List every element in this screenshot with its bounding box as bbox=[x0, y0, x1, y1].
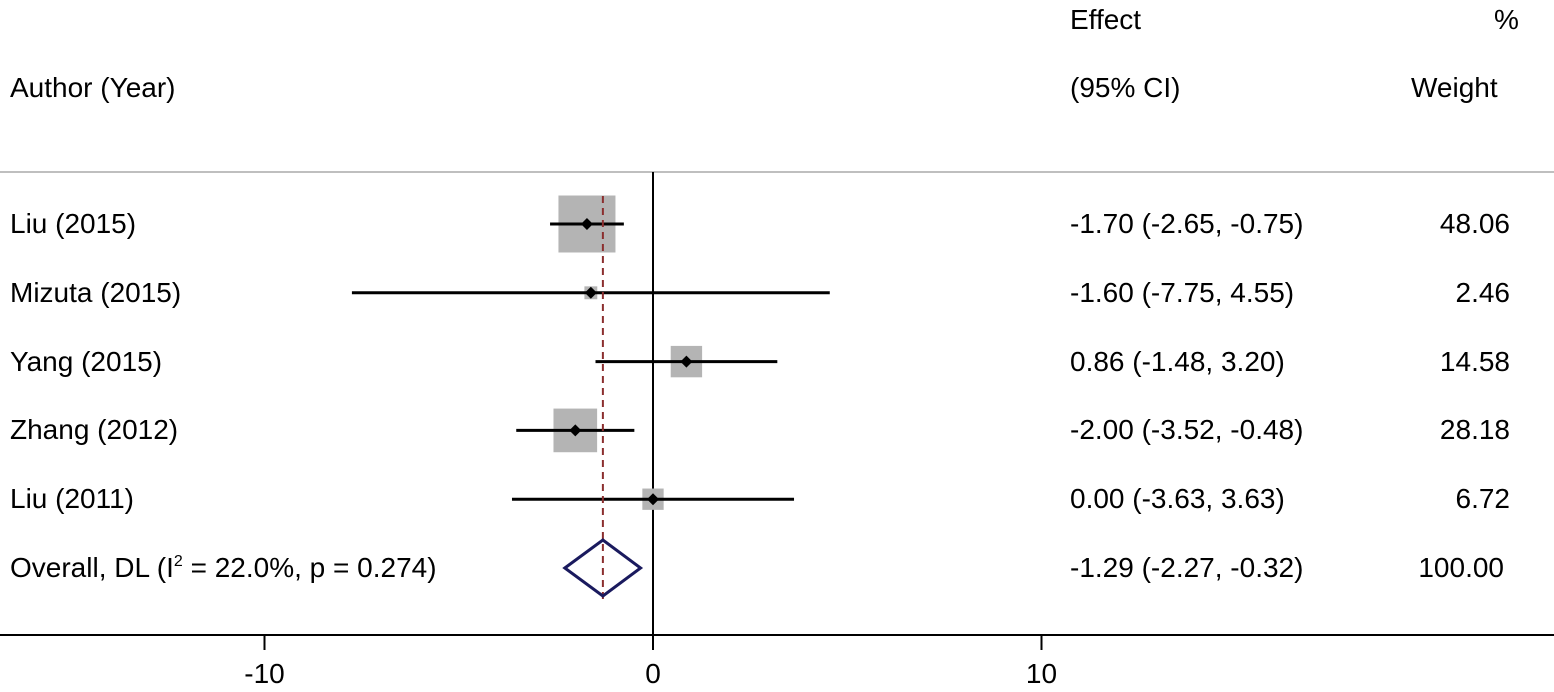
study-label: Yang (2015) bbox=[10, 345, 163, 377]
study-point bbox=[569, 424, 582, 437]
overall-layer bbox=[562, 196, 644, 600]
study-label: Zhang (2012) bbox=[10, 414, 179, 446]
study-weight: 2.46 bbox=[1455, 276, 1511, 308]
study-effect-ci: -1.70 (-2.65, -0.75) bbox=[1070, 208, 1304, 239]
overall-diamond bbox=[562, 538, 644, 598]
x-tick-label: 0 bbox=[645, 658, 661, 689]
overall-effect-ci: -1.29 (-2.27, -0.32) bbox=[1070, 552, 1304, 583]
overall-label-superscript: 2 bbox=[173, 553, 183, 570]
studies-layer bbox=[351, 172, 830, 635]
study-label: Liu (2011) bbox=[10, 483, 135, 515]
study-weight: 14.58 bbox=[1439, 345, 1510, 377]
study-point bbox=[584, 286, 597, 299]
x-tick-label: -10 bbox=[244, 658, 284, 689]
study-weight: 48.06 bbox=[1439, 208, 1510, 239]
overall-label: Overall, DL (I2 = 22.0%, p = 0.274) bbox=[10, 554, 437, 582]
study-weight: 28.18 bbox=[1439, 414, 1510, 446]
header-weight-line2: Weight bbox=[1411, 72, 1498, 103]
x-tick-label: 10 bbox=[1026, 658, 1057, 689]
study-point bbox=[580, 218, 593, 230]
header-effect-line1: Effect bbox=[1070, 4, 1142, 35]
header-weight-line1: % bbox=[1494, 4, 1519, 35]
study-effect-ci: 0.86 (-1.48, 3.20) bbox=[1070, 345, 1285, 377]
overall-label-prefix: Overall, DL (I bbox=[10, 552, 174, 583]
study-effect-ci: -2.00 (-3.52, -0.48) bbox=[1070, 414, 1304, 446]
header-study: Author (Year) bbox=[10, 72, 176, 103]
overall-label-suffix: = 22.0%, p = 0.274) bbox=[182, 552, 437, 583]
x-ticks: -10 0 10 bbox=[244, 635, 1057, 689]
study-point bbox=[647, 493, 659, 506]
study-effect-ci: 0.00 (-3.63, 3.63) bbox=[1070, 483, 1285, 515]
study-label: Liu (2015) bbox=[10, 208, 137, 239]
study-point bbox=[680, 355, 693, 368]
study-label: Mizuta (2015) bbox=[10, 276, 182, 308]
header-effect-line2: (95% CI) bbox=[1070, 72, 1181, 103]
study-weight: 6.72 bbox=[1455, 483, 1511, 515]
overall-weight: 100.00 bbox=[1418, 552, 1504, 583]
study-effect-ci: -1.60 (-7.75, 4.55) bbox=[1070, 276, 1295, 308]
